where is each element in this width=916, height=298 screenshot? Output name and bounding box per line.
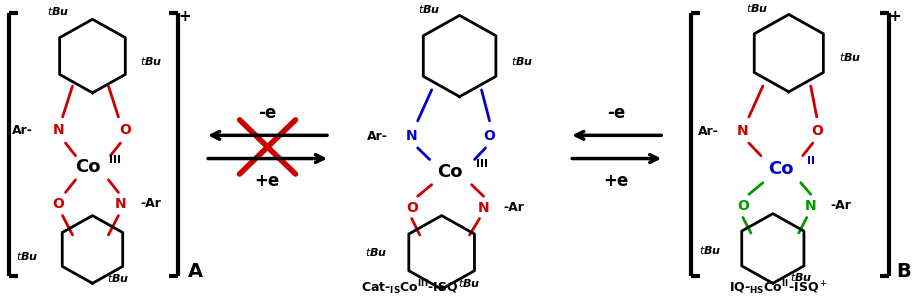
Text: Ar-: Ar- [698,125,719,138]
Text: III: III [109,156,122,165]
Text: III: III [475,159,487,169]
Text: Cat-$_{\mathbf{IS}}$Co$^{\mathbf{III}}$-ISQ: Cat-$_{\mathbf{IS}}$Co$^{\mathbf{III}}$-… [361,278,459,297]
Text: $t$Bu: $t$Bu [511,55,534,67]
Text: +e: +e [255,172,279,190]
Text: -Ar: -Ar [140,198,161,210]
Text: N: N [478,201,489,215]
Text: Co: Co [769,160,793,178]
Text: +: + [178,9,191,24]
Text: -e: -e [258,104,277,122]
Text: O: O [52,197,64,211]
Text: $t$Bu: $t$Bu [419,3,441,15]
Text: +: + [889,9,901,24]
Text: IQ-$_{\mathbf{HS}}$Co$^{\mathbf{II}}$-ISQ$^+$: IQ-$_{\mathbf{HS}}$Co$^{\mathbf{II}}$-IS… [729,278,828,297]
Text: $t$Bu: $t$Bu [140,55,163,67]
Text: N: N [406,129,418,143]
Text: $t$Bu: $t$Bu [839,51,861,63]
Text: B: B [897,262,911,281]
Text: N: N [737,125,748,139]
Text: $t$Bu: $t$Bu [365,246,387,258]
Text: Ar-: Ar- [12,124,33,137]
Text: O: O [406,201,418,215]
Text: $t$Bu: $t$Bu [699,244,721,256]
Text: Co: Co [75,158,100,176]
Text: N: N [805,199,816,213]
Text: $t$Bu: $t$Bu [746,2,769,14]
Text: $t$Bu: $t$Bu [790,271,812,283]
Text: O: O [119,123,131,137]
Text: +e: +e [604,172,629,190]
Text: $t$Bu: $t$Bu [16,250,38,262]
Text: $t$Bu: $t$Bu [458,277,481,289]
Text: N: N [114,197,126,211]
Text: A: A [189,262,203,281]
Text: N: N [53,123,64,137]
Text: O: O [811,125,823,139]
Text: O: O [484,129,496,143]
Text: O: O [737,199,749,213]
Text: Co: Co [437,163,463,181]
Text: $t$Bu: $t$Bu [48,4,70,17]
Text: -Ar: -Ar [831,199,852,212]
Text: -Ar: -Ar [504,201,524,214]
Text: $t$Bu: $t$Bu [107,272,130,285]
Text: Ar-: Ar- [367,130,387,143]
Text: -e: -e [607,104,626,122]
Text: II: II [807,156,814,167]
